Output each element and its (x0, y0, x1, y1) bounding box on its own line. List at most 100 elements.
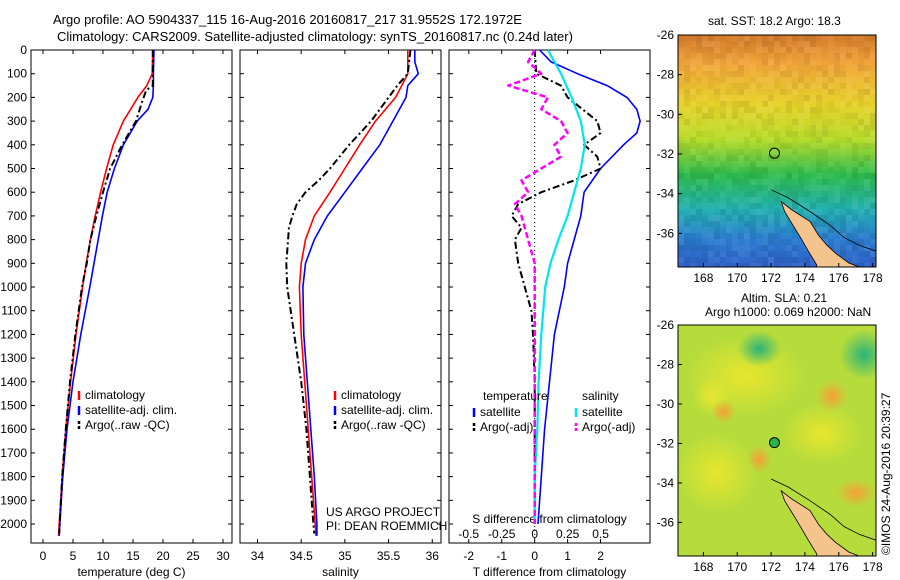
sst-cell (708, 113, 714, 119)
sst-cell (714, 131, 720, 137)
y-tick-label: 900 (7, 256, 27, 270)
sst-cell (684, 149, 690, 155)
sst-cell (852, 35, 858, 41)
sst-cell (726, 239, 732, 245)
sst-cell (756, 233, 762, 239)
sst-cell (750, 233, 756, 239)
sst-cell (780, 245, 786, 251)
sst-cell (858, 203, 864, 209)
sst-cell (834, 59, 840, 65)
sst-cell (864, 125, 870, 131)
sst-cell (846, 215, 852, 221)
sst-cell (690, 41, 696, 47)
sst-cell (780, 41, 786, 47)
sst-cell (768, 65, 774, 71)
sst-cell (702, 77, 708, 83)
sst-cell (744, 179, 750, 185)
y-tick-label: 1800 (0, 470, 27, 484)
sst-cell (840, 173, 846, 179)
sst-cell (726, 221, 732, 227)
sst-cell (690, 263, 696, 269)
sst-cell (684, 155, 690, 161)
sst-cell (762, 191, 768, 197)
sst-field (678, 35, 876, 267)
sst-cell (750, 41, 756, 47)
sst-cell (864, 89, 870, 95)
sst-cell (804, 41, 810, 47)
sst-cell (678, 65, 684, 71)
sst-cell (768, 155, 774, 161)
sst-cell (726, 245, 732, 251)
sst-cell (726, 263, 732, 267)
sst-cell (774, 71, 780, 77)
sst-cell (840, 41, 846, 47)
sst-cell (762, 227, 768, 233)
sst-cell (726, 251, 732, 257)
sst-cell (720, 179, 726, 185)
sst-cell (732, 119, 738, 125)
sst-cell (768, 101, 774, 107)
sst-cell (678, 185, 684, 191)
sst-cell (720, 197, 726, 203)
sst-cell (834, 191, 840, 197)
sst-cell (768, 215, 774, 221)
sst-cell (732, 251, 738, 257)
sst-cell (750, 161, 756, 167)
sst-cell (840, 101, 846, 107)
sst-cell (846, 233, 852, 239)
sst-cell (762, 101, 768, 107)
sst-cell (864, 113, 870, 119)
sst-cell (732, 83, 738, 89)
sst-cell (870, 77, 876, 83)
sst-cell (690, 179, 696, 185)
sst-cell (810, 215, 816, 221)
sst-cell (726, 173, 732, 179)
y-tick-label: 100 (7, 67, 27, 81)
sst-cell (678, 167, 684, 173)
sst-cell (744, 71, 750, 77)
sst-cell (720, 203, 726, 209)
sst-cell (852, 179, 858, 185)
sst-cell (720, 233, 726, 239)
sst-cell (822, 83, 828, 89)
sst-cell (864, 227, 870, 233)
sst-cell (870, 209, 876, 215)
sst-cell (780, 113, 786, 119)
sst-cell (702, 239, 708, 245)
sst-cell (816, 113, 822, 119)
sst-cell (810, 221, 816, 227)
sst-cell (738, 107, 744, 113)
sst-cell (816, 131, 822, 137)
legend-label: satellite (480, 405, 521, 419)
sst-cell (756, 227, 762, 233)
x-tick-label: 25 (186, 549, 200, 563)
y-tick-label: 1900 (0, 493, 27, 507)
sst-cell (834, 65, 840, 71)
sst-cell (840, 77, 846, 83)
sst-cell (840, 239, 846, 245)
sst-cell (846, 251, 852, 257)
sst-cell (780, 251, 786, 257)
sst-cell (732, 113, 738, 119)
sst-cell (738, 149, 744, 155)
sst-cell (792, 143, 798, 149)
sst-cell (738, 41, 744, 47)
sst-cell (690, 197, 696, 203)
x-tick-label-salinity: 0 (531, 527, 538, 541)
sst-cell (750, 239, 756, 245)
sst-cell (678, 59, 684, 65)
sst-cell (762, 197, 768, 203)
sst-cell (840, 221, 846, 227)
sst-cell (870, 191, 876, 197)
sst-cell (756, 203, 762, 209)
sst-cell (840, 227, 846, 233)
sst-cell (852, 53, 858, 59)
sst-cell (744, 143, 750, 149)
sst-cell (810, 209, 816, 215)
sst-cell (714, 113, 720, 119)
sst-cell (852, 239, 858, 245)
sst-cell (852, 71, 858, 77)
sst-cell (702, 41, 708, 47)
legend-label: satellite-adj. clim. (85, 403, 177, 417)
sst-cell (684, 119, 690, 125)
